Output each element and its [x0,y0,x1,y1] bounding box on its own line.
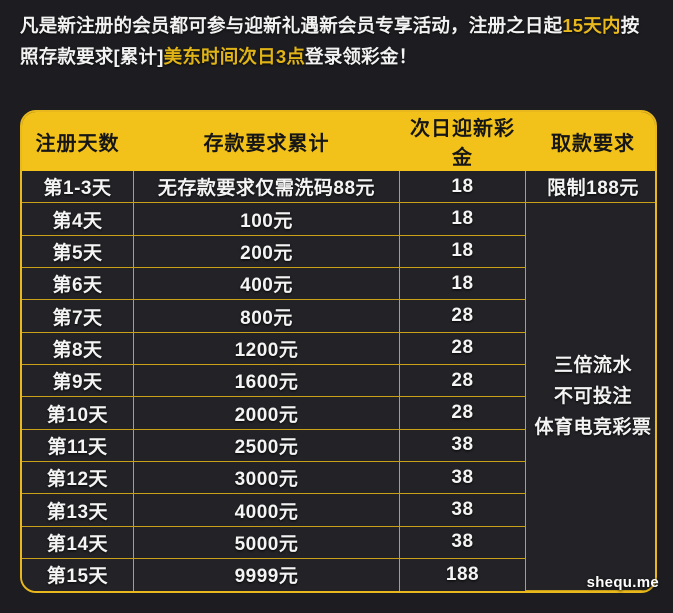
cell-bonus-amount: 38 [399,461,526,495]
cell-days: 第4天 [22,202,134,236]
cell-bonus-amount: 28 [399,364,526,398]
cell-bonus-amount: 28 [399,396,526,430]
cell-days: 第6天 [22,267,134,301]
cell-days: 第14天 [22,525,134,560]
table-row: 第4天 100元 18 三倍流水 不可投注 体育电竞彩票 [22,202,655,591]
cell-deposit-amount: 无存款要求仅需洗码88元 [133,169,400,204]
column-header-days: 注册天数 [22,112,134,171]
cell-days: 第13天 [22,493,134,527]
table-header-row: 注册天数 存款要求累计 次日迎新彩金 取款要求 [22,112,655,171]
cell-deposit-amount: 2000元 [133,396,400,430]
withdraw-requirement-line2: 不可投注 [553,386,632,408]
cell-deposit-amount: 100元 [133,202,400,236]
withdraw-requirement-line3: 体育电竞彩票 [534,417,652,439]
table-row: 第10天 2000元 28 [22,396,655,430]
cell-days: 第8天 [22,331,134,366]
cell-deposit-amount: 1600元 [133,364,400,398]
promo-text-part-2: 按照存款要求[累计] [20,15,640,67]
promo-description: 凡是新注册的会员都可参与迎新礼遇新会员专享活动，注册之日起15天内按照存款要求[… [20,10,655,72]
cell-days: 第15天 [22,558,134,591]
cell-bonus-amount: 28 [399,299,526,333]
table-row: 第9天 1600元 28 [22,364,655,398]
cell-withdraw-limit: 限制188元 [525,169,655,204]
cell-deposit-amount: 3000元 [133,461,400,495]
cell-deposit-amount: 9999元 [133,558,400,591]
cell-days: 第5天 [22,234,134,269]
promo-highlight-duration: 15天内 [562,15,621,36]
promo-highlight-time: 美东时间次日3点 [163,46,306,67]
promo-text-part-3: 登录领彩金！ [305,46,418,67]
table-row: 第14天 5000元 38 [22,525,655,560]
cell-days: 第1-3天 [22,169,134,204]
cell-days: 第12天 [22,461,134,495]
withdraw-requirement-line1: 三倍流水 [553,355,632,377]
cell-days: 第7天 [22,299,134,333]
cell-bonus-amount: 38 [399,525,526,560]
cell-bonus-amount: 18 [399,267,526,301]
table-row: 第13天 4000元 38 [22,493,655,527]
cell-days: 第9天 [22,364,134,398]
bonus-table: 注册天数 存款要求累计 次日迎新彩金 取款要求 第1-3天 无存款要求仅需洗码88… [22,112,655,591]
promo-text-part-1: 凡是新注册的会员都可参与迎新礼遇新会员专享活动，注册之日起 [20,15,563,36]
cell-bonus-amount: 28 [399,331,526,366]
cell-deposit-amount: 5000元 [133,525,400,560]
site-watermark: shequ.me [586,574,659,591]
cell-deposit-amount: 200元 [133,234,400,269]
table-row: 第12天 3000元 38 [22,461,655,495]
table-body: 第1-3天 无存款要求仅需洗码88元 18 限制188元 第4天 100元 18 三倍流水 不可… [22,169,655,591]
cell-deposit-amount: 1200元 [133,331,400,366]
cell-deposit-amount: 800元 [133,299,400,333]
table-header: 注册天数 存款要求累计 次日迎新彩金 取款要求 [22,112,655,171]
column-header-bonus: 次日迎新彩金 [399,112,526,171]
cell-bonus-amount: 18 [399,169,526,204]
cell-days: 第11天 [22,428,134,463]
cell-deposit-amount: 2500元 [133,428,400,463]
bonus-table-container: 注册天数 存款要求累计 次日迎新彩金 取款要求 第1-3天 无存款要求仅需洗码88… [20,110,657,593]
cell-bonus-amount: 18 [399,202,526,236]
cell-deposit-amount: 4000元 [133,493,400,527]
cell-bonus-amount: 38 [399,428,526,463]
cell-bonus-amount: 38 [399,493,526,527]
column-header-amount: 存款要求累计 [133,112,400,171]
cell-bonus-amount: 18 [399,234,526,269]
table-row: 第1-3天 无存款要求仅需洗码88元 18 限制188元 [22,169,655,204]
column-header-withdraw: 取款要求 [525,112,655,171]
table-row: 第11天 2500元 38 [22,428,655,463]
table-row: 第5天 200元 18 [22,234,655,269]
cell-bonus-amount: 188 [399,558,526,591]
table-row: 第7天 800元 28 [22,299,655,333]
cell-deposit-amount: 400元 [133,267,400,301]
cell-days: 第10天 [22,396,134,430]
table-row: 第15天 9999元 188 [22,558,655,591]
table-row: 第6天 400元 18 [22,267,655,301]
cell-withdraw-requirements: 三倍流水不可投注体育电竞彩票 [525,202,655,591]
